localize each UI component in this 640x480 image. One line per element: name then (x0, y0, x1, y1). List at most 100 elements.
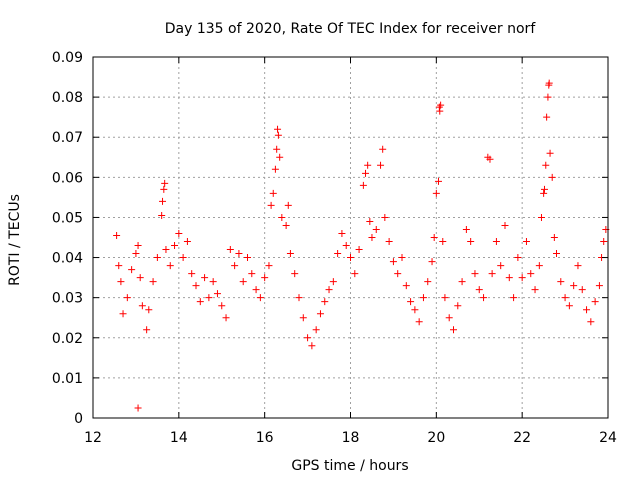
data-point (441, 294, 449, 302)
data-point (145, 306, 153, 314)
data-point (543, 113, 551, 121)
data-point (415, 318, 423, 326)
data-point (432, 189, 440, 197)
axis-ticks (92, 56, 609, 419)
data-point (450, 326, 457, 334)
data-point (557, 278, 565, 286)
data-point (134, 404, 142, 412)
data-point (486, 155, 494, 163)
data-point (434, 177, 442, 185)
data-point (192, 282, 200, 290)
data-points (113, 79, 610, 412)
data-point (299, 314, 307, 322)
data-point (188, 270, 196, 278)
data-point (488, 270, 496, 278)
data-point (402, 282, 410, 290)
data-point (398, 254, 406, 262)
data-point (548, 173, 556, 181)
data-point (267, 201, 275, 209)
data-point (527, 270, 535, 278)
y-tick-label: 0.07 (52, 130, 83, 146)
data-point (274, 125, 282, 133)
data-point (196, 298, 204, 306)
data-point (222, 314, 230, 322)
data-point (411, 306, 419, 314)
data-point (550, 234, 558, 241)
data-point (430, 234, 438, 241)
data-point (342, 242, 350, 250)
data-point (372, 225, 380, 233)
data-point (226, 246, 234, 254)
data-point (419, 294, 427, 302)
data-point (138, 302, 146, 310)
x-tick-label: 16 (256, 430, 274, 446)
data-point (595, 282, 603, 290)
data-point (244, 254, 251, 262)
data-point (123, 294, 131, 302)
data-point (600, 238, 608, 246)
data-point (583, 306, 591, 314)
data-point (389, 258, 397, 266)
data-point (308, 342, 316, 350)
data-point (407, 298, 415, 306)
data-point (540, 185, 548, 193)
data-point (334, 250, 342, 258)
data-point (561, 294, 569, 302)
data-point (467, 238, 475, 246)
data-point (312, 326, 320, 334)
data-point (153, 254, 161, 262)
data-point (329, 278, 337, 286)
data-point (501, 221, 509, 229)
data-point (437, 101, 445, 109)
data-point (545, 79, 553, 87)
data-point (201, 274, 209, 282)
data-point (497, 262, 505, 270)
data-point (161, 179, 169, 187)
data-point (475, 286, 483, 294)
data-point (252, 286, 260, 294)
data-point (291, 270, 299, 278)
y-tick-label: 0.08 (52, 90, 83, 106)
data-point (553, 250, 560, 258)
y-tick-label: 0.04 (52, 251, 83, 267)
data-point (166, 262, 174, 270)
data-point (385, 238, 393, 246)
y-tick-label: 0 (74, 411, 83, 427)
data-point (115, 262, 123, 270)
data-point (209, 278, 217, 286)
data-point (261, 274, 269, 282)
data-point (239, 278, 247, 286)
data-point (274, 131, 282, 139)
x-tick-labels: 12 14 16 18 20 22 24 (84, 430, 617, 446)
data-point (368, 234, 376, 241)
data-point (436, 107, 444, 115)
data-point (514, 254, 522, 262)
data-point (338, 229, 346, 237)
data-point (578, 286, 586, 294)
x-tick-label: 24 (599, 430, 617, 446)
data-point (295, 294, 303, 302)
data-point (379, 145, 387, 153)
data-point (128, 266, 136, 274)
data-point (265, 262, 273, 270)
x-tick-label: 12 (84, 430, 102, 446)
data-point (510, 294, 518, 302)
x-axis-label: GPS time / hours (291, 458, 408, 474)
data-point (113, 231, 121, 239)
data-point (492, 238, 500, 246)
data-point (537, 213, 545, 221)
data-point (462, 225, 470, 233)
data-point (143, 326, 151, 334)
data-point (377, 161, 385, 169)
data-point (544, 93, 552, 101)
data-point (364, 161, 372, 169)
data-point (304, 334, 312, 342)
x-tick-label: 14 (170, 430, 188, 446)
data-point (205, 294, 213, 302)
data-point (286, 250, 294, 258)
data-point (284, 201, 292, 209)
data-point (231, 262, 239, 270)
data-point (256, 294, 264, 302)
data-point (565, 302, 573, 310)
data-point (162, 246, 170, 254)
